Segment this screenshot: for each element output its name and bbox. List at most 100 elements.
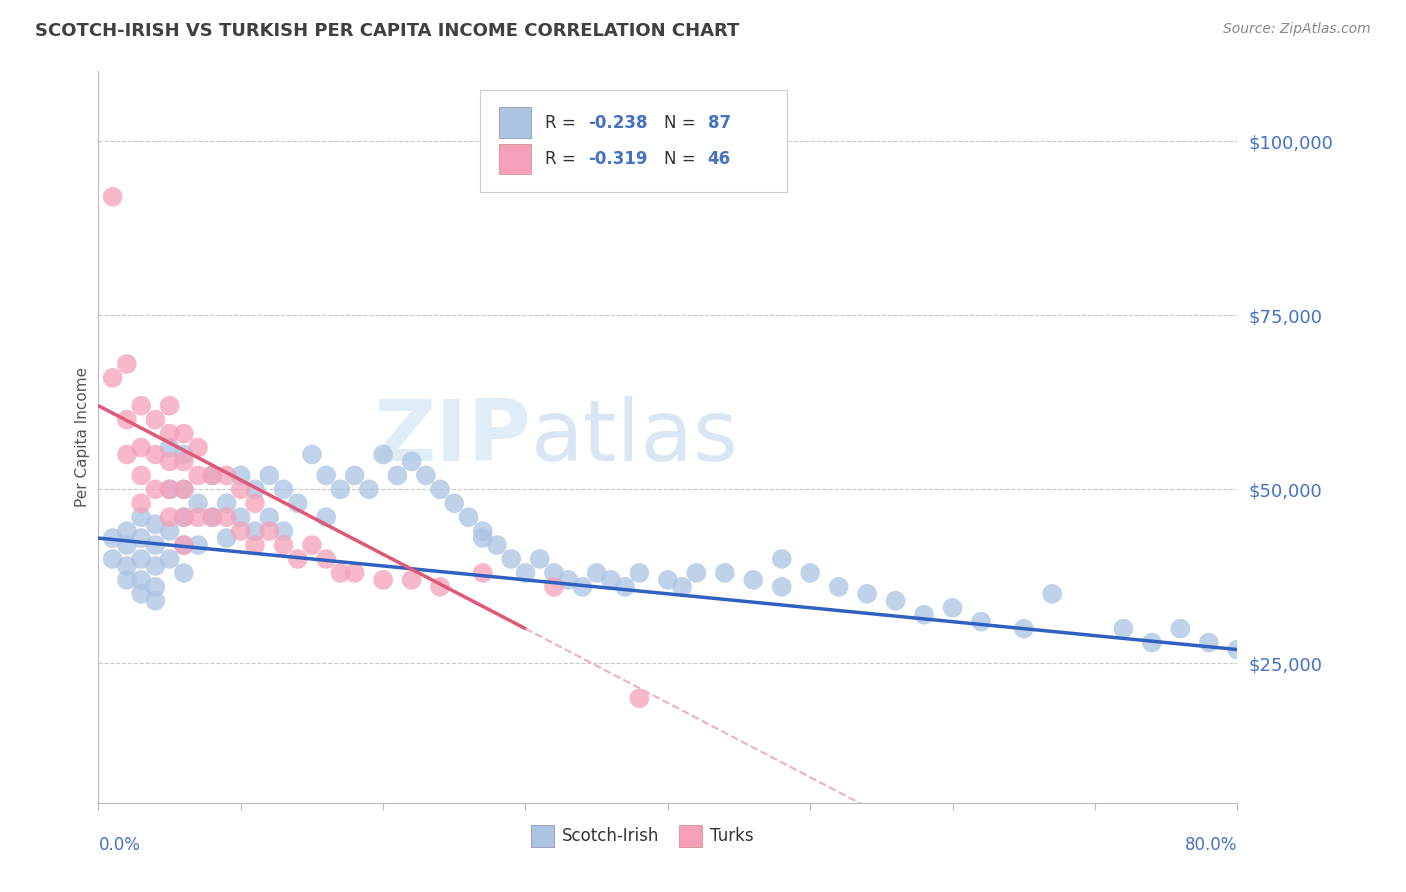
Point (229, 468, 252, 483)
Point (401, 573, 423, 587)
Point (429, 483, 451, 497)
Point (557, 573, 579, 587)
Point (101, 371, 124, 385)
Point (115, 524, 138, 538)
Point (287, 496, 309, 510)
Point (115, 573, 138, 587)
Point (685, 566, 707, 580)
Point (159, 510, 181, 524)
Point (884, 594, 907, 608)
Point (1040, 587, 1063, 601)
Point (129, 441, 152, 455)
Point (415, 468, 437, 483)
Point (856, 587, 879, 601)
Point (173, 538, 195, 552)
Point (173, 483, 195, 497)
Point (515, 566, 537, 580)
Point (273, 483, 295, 497)
Text: Source: ZipAtlas.com: Source: ZipAtlas.com (1223, 22, 1371, 37)
Point (215, 468, 238, 483)
Point (215, 496, 238, 510)
Point (529, 552, 551, 566)
Text: 80.0%: 80.0% (1185, 836, 1237, 854)
Point (201, 468, 224, 483)
Text: R =: R = (546, 150, 581, 168)
Point (287, 552, 309, 566)
Text: 46: 46 (707, 150, 731, 168)
Bar (679, 825, 702, 847)
Point (628, 566, 651, 580)
Point (315, 468, 337, 483)
Point (343, 566, 366, 580)
Point (145, 558, 167, 573)
Y-axis label: Per Capita Income: Per Capita Income (75, 367, 90, 508)
Point (187, 510, 209, 524)
Point (501, 552, 523, 566)
Point (101, 190, 124, 204)
Point (912, 607, 935, 622)
Point (942, 600, 965, 615)
Point (373, 448, 395, 462)
Point (315, 510, 337, 524)
Text: -0.238: -0.238 (588, 113, 648, 131)
Text: Scotch-Irish: Scotch-Irish (562, 827, 659, 845)
Point (145, 483, 167, 497)
Point (159, 524, 181, 538)
Point (115, 538, 138, 552)
Point (329, 566, 352, 580)
Text: N =: N = (665, 113, 702, 131)
Point (129, 496, 152, 510)
Point (486, 538, 509, 552)
Point (129, 510, 152, 524)
Text: Turks: Turks (710, 827, 754, 845)
Point (129, 587, 152, 601)
Point (187, 496, 209, 510)
Point (145, 448, 167, 462)
Point (145, 538, 167, 552)
Point (329, 483, 352, 497)
Point (129, 552, 152, 566)
Point (1140, 635, 1163, 649)
Point (585, 566, 607, 580)
Point (243, 496, 266, 510)
Point (543, 580, 565, 594)
Point (101, 552, 124, 566)
Point (173, 510, 195, 524)
Point (259, 468, 281, 483)
Point (828, 580, 851, 594)
Point (101, 531, 124, 545)
Point (145, 594, 167, 608)
Point (471, 524, 494, 538)
Point (115, 357, 138, 371)
Point (443, 496, 465, 510)
Point (1198, 635, 1220, 649)
Point (1226, 642, 1249, 657)
Point (129, 468, 152, 483)
Point (243, 524, 266, 538)
Point (357, 483, 380, 497)
Point (201, 510, 224, 524)
Bar (499, 144, 531, 175)
Point (315, 552, 337, 566)
Point (471, 566, 494, 580)
Point (970, 615, 993, 629)
Point (571, 580, 593, 594)
Bar (499, 107, 531, 138)
Point (1012, 622, 1035, 636)
Point (243, 538, 266, 552)
Point (173, 483, 195, 497)
Point (145, 580, 167, 594)
Point (657, 573, 679, 587)
Text: R =: R = (546, 113, 581, 131)
Point (215, 510, 238, 524)
Point (173, 454, 195, 468)
FancyBboxPatch shape (479, 90, 787, 192)
Point (229, 510, 252, 524)
Point (273, 524, 295, 538)
Point (201, 468, 224, 483)
Point (187, 538, 209, 552)
Point (129, 531, 152, 545)
Point (215, 531, 238, 545)
Point (600, 573, 623, 587)
Point (173, 538, 195, 552)
